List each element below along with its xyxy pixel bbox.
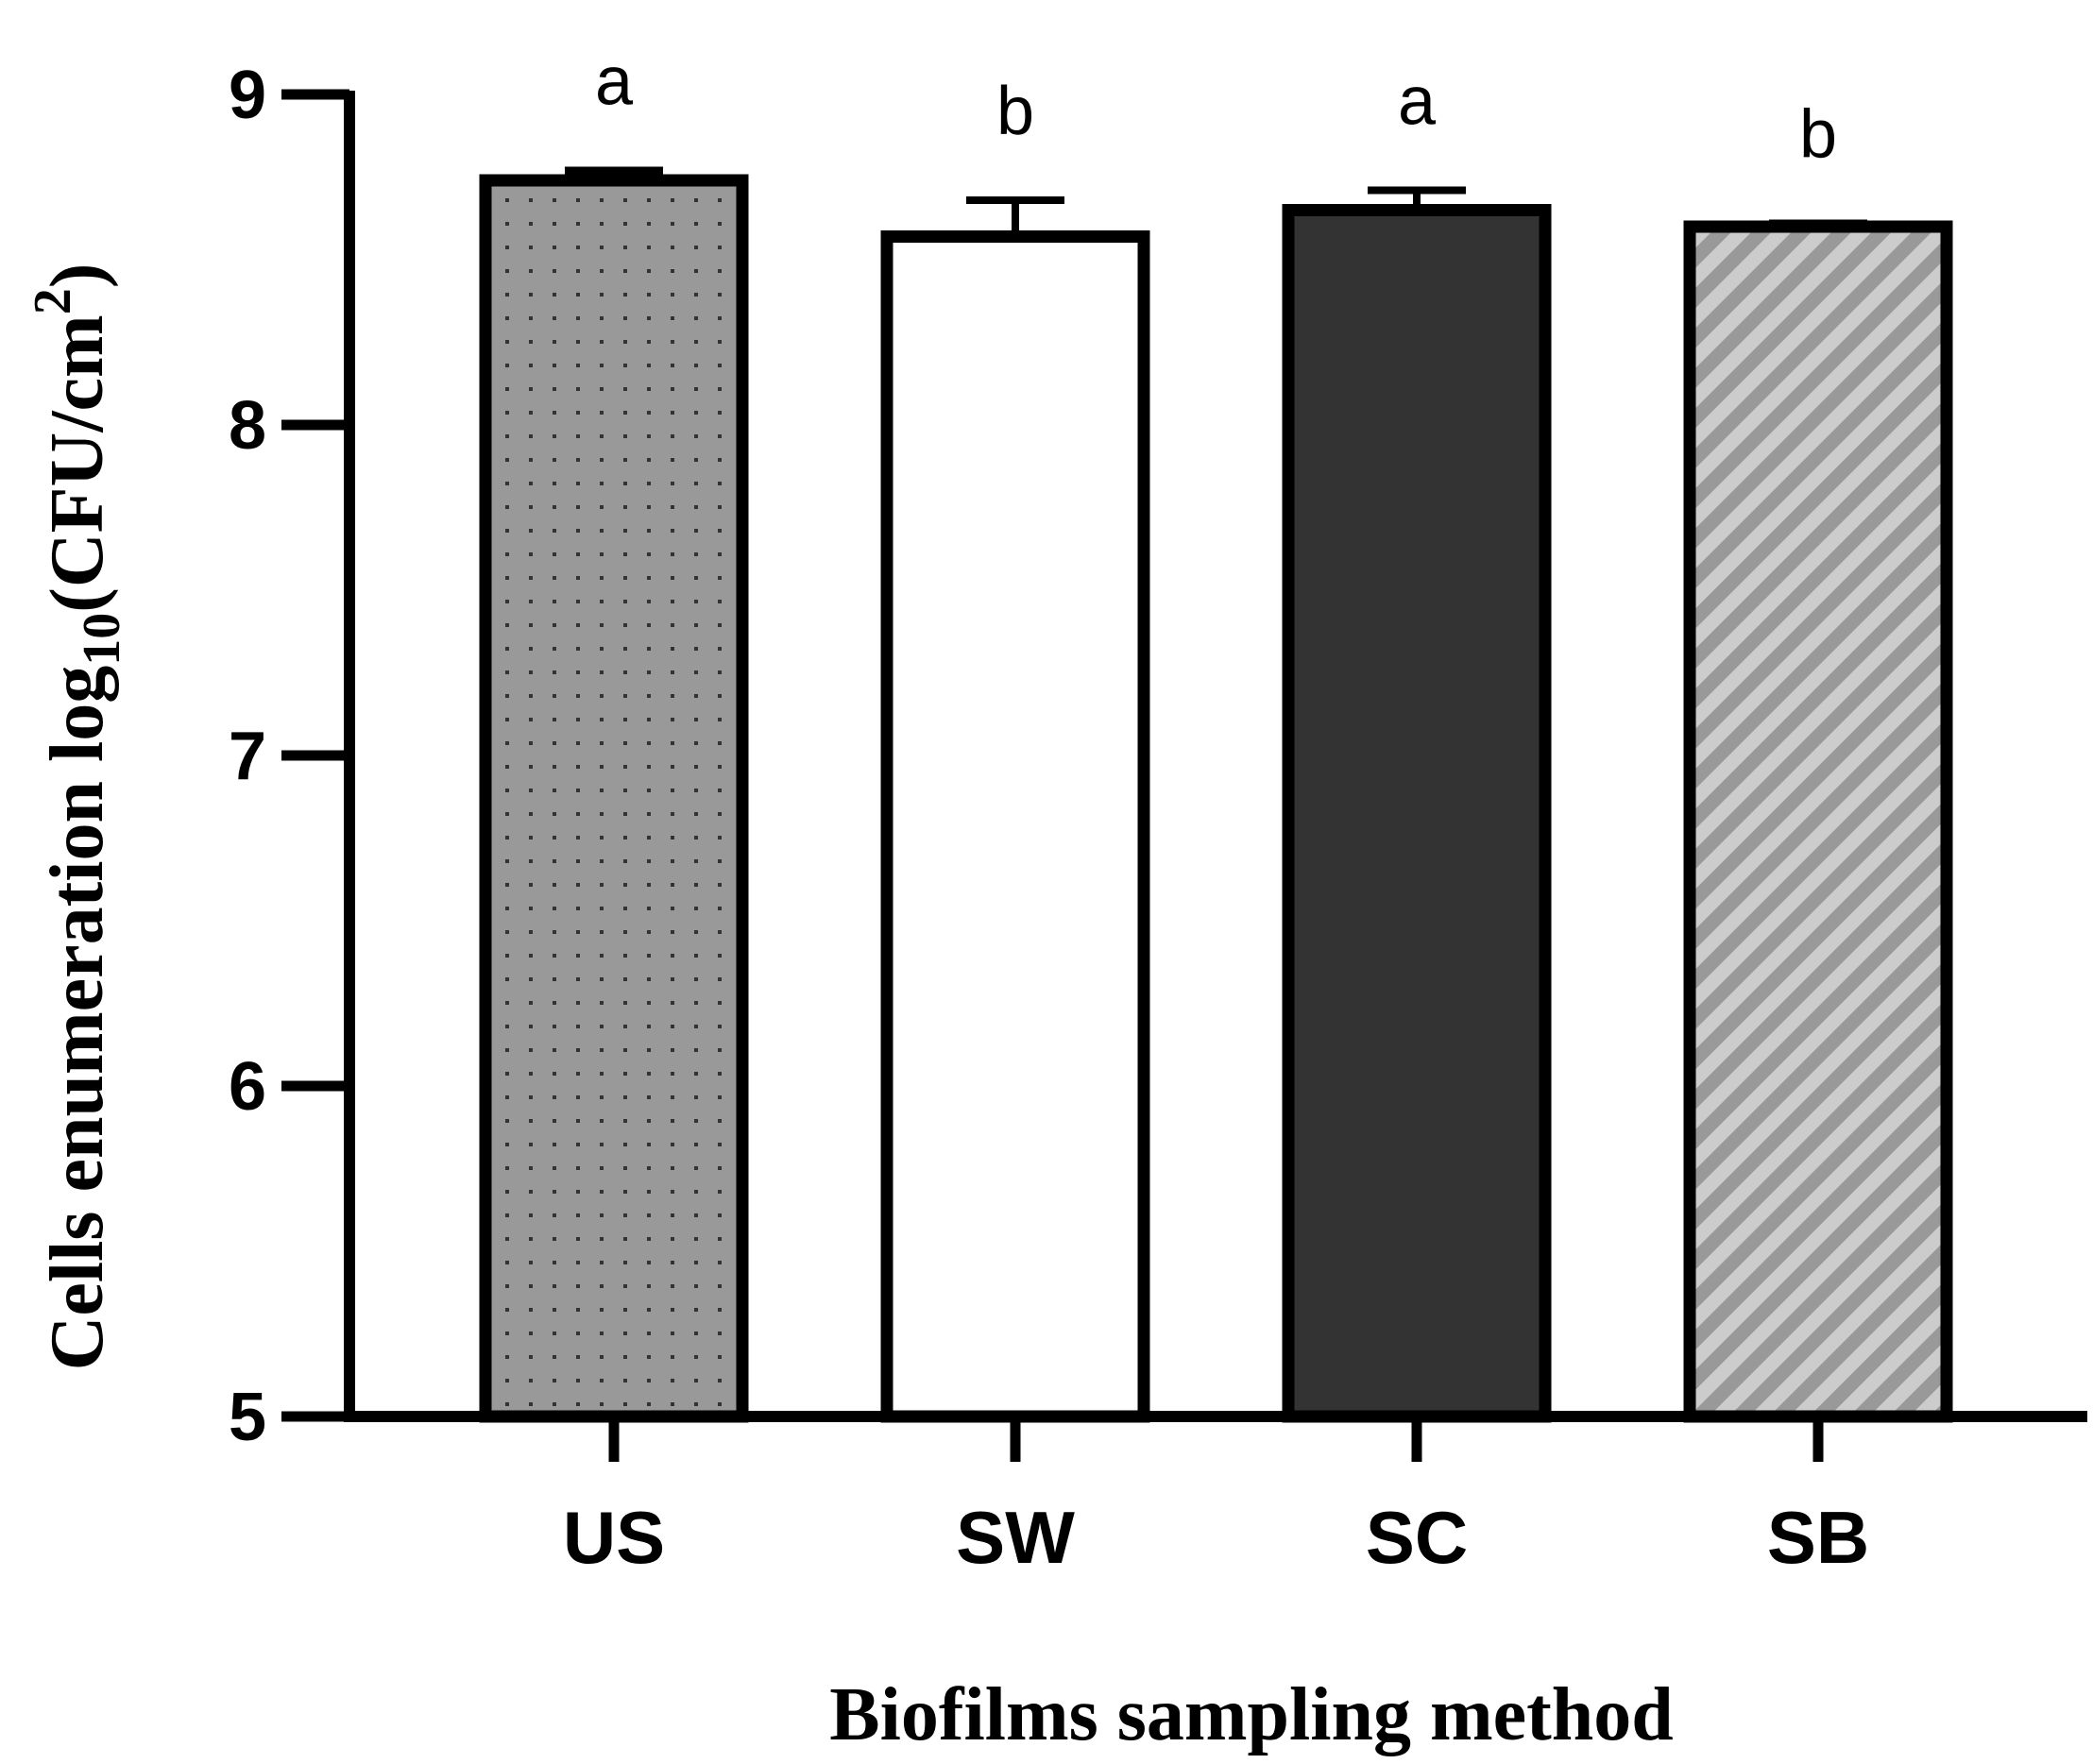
y-axis-title-superscript: 2 (24, 288, 82, 314)
y-tick-label-5: 5 (229, 1380, 266, 1455)
labels-layer: US a SW b SC a SB b 5 6 7 8 9 (229, 44, 1869, 1580)
y-tick-label-6: 6 (229, 1049, 266, 1125)
y-axis-title-suffix: ) (36, 263, 119, 289)
significance-letter-us: a (595, 44, 634, 120)
significance-letter-sb: b (1799, 97, 1837, 173)
y-axis-title-subscript: 10 (73, 613, 131, 666)
bars-layer (479, 166, 1953, 1423)
x-tick-label-sc: SC (1366, 1496, 1468, 1579)
y-tick-label-8: 8 (229, 388, 266, 464)
y-axis-title-middle: (CFU/cm (36, 314, 119, 612)
y-axis-title-prefix: Cells enumeration log (36, 666, 119, 1371)
significance-letter-sc: a (1398, 64, 1437, 140)
bar-sw (880, 230, 1150, 1423)
y-tick-label-9: 9 (229, 58, 266, 133)
bar-us (479, 174, 749, 1423)
x-tick-label-us: US (563, 1496, 665, 1579)
bar-sb (1683, 220, 1953, 1423)
x-axis-title: Biofilms sampling method (829, 1673, 1673, 1756)
axes-layer (281, 89, 2087, 1462)
y-tick-label-7: 7 (229, 719, 266, 794)
significance-letter-sw: b (996, 74, 1034, 149)
x-tick-label-sw: SW (956, 1496, 1075, 1579)
x-tick-label-sb: SB (1767, 1496, 1869, 1579)
y-axis-title: Cells enumeration log10(CFU/cm2) (24, 263, 131, 1371)
bar-sc (1282, 204, 1552, 1423)
